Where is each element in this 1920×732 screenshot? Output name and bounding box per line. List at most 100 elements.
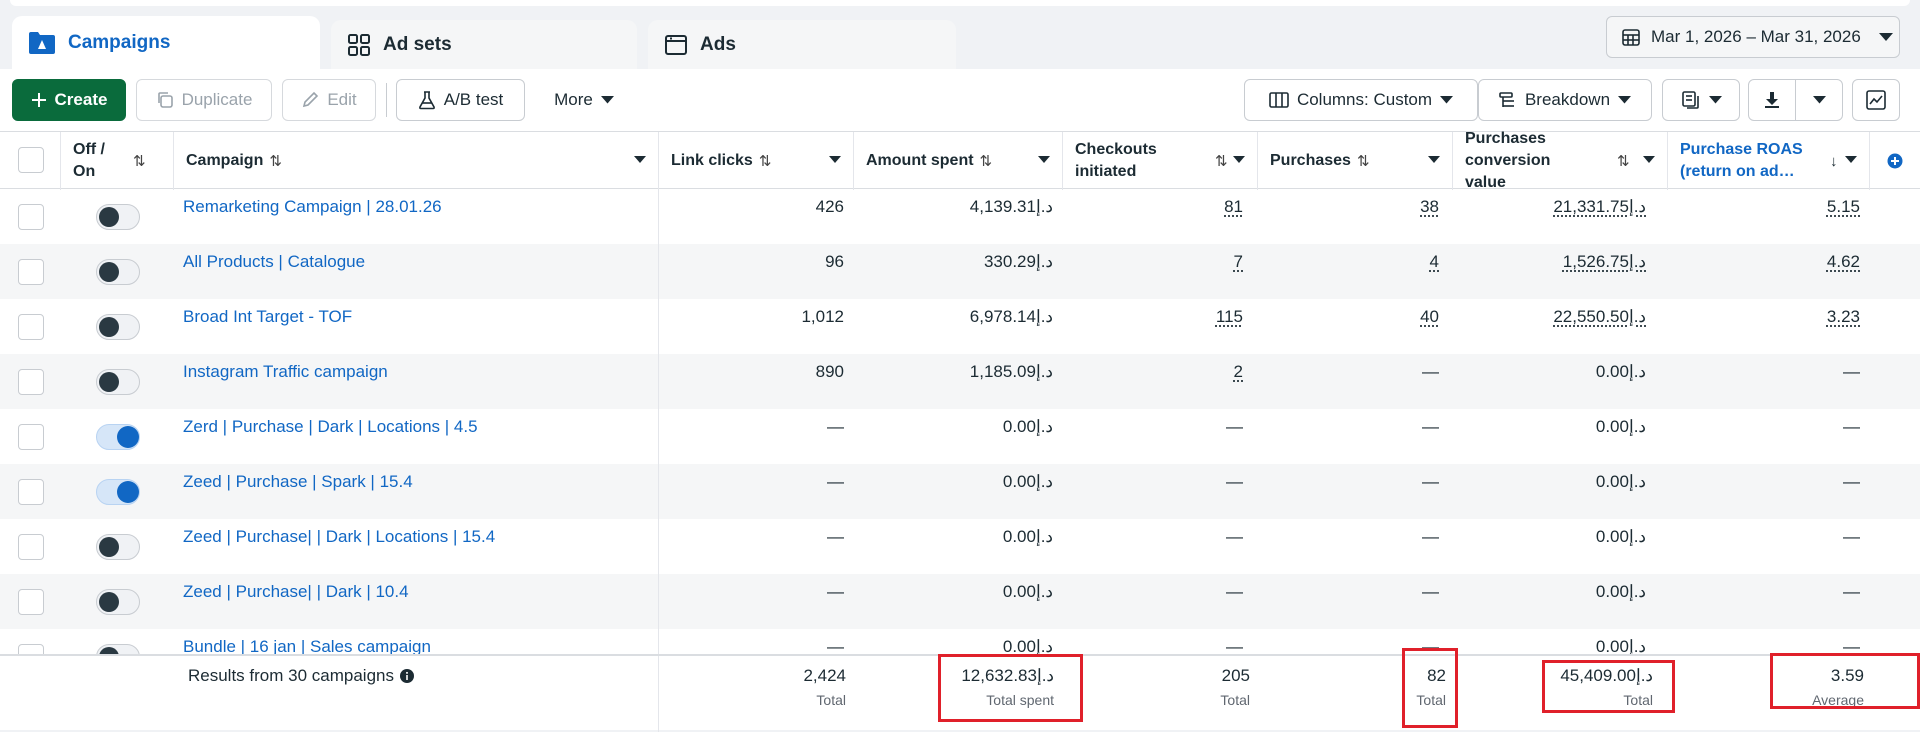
row-checkbox[interactable]: [18, 314, 44, 340]
header-purchases-conversion-value[interactable]: Purchases conversion value ⇅: [1453, 132, 1668, 190]
chevron-down-icon[interactable]: [1643, 156, 1655, 163]
campaign-toggle[interactable]: [96, 259, 140, 285]
table-row[interactable]: Zerd | Purchase | Dark | Locations | 4.5…: [0, 409, 1920, 464]
campaign-toggle[interactable]: [96, 204, 140, 230]
campaign-name-link[interactable]: Zeed | Purchase| | Dark | Locations | 15…: [183, 527, 495, 547]
chevron-down-icon[interactable]: [634, 156, 646, 163]
header-checkouts-initiated[interactable]: Checkouts initiated ⇅: [1063, 132, 1258, 190]
sort-descending-icon: ↓: [1830, 153, 1838, 170]
conversion-value-cell[interactable]: د.إ22,550.50: [1553, 307, 1646, 327]
checkouts-cell[interactable]: 115: [1216, 307, 1243, 327]
total-checkouts-label: Total: [1100, 692, 1250, 708]
chevron-down-icon[interactable]: [1233, 156, 1245, 163]
row-checkbox[interactable]: [18, 479, 44, 505]
edit-button[interactable]: Edit: [282, 79, 376, 121]
row-checkbox[interactable]: [18, 204, 44, 230]
breakdown-button[interactable]: Breakdown: [1478, 79, 1652, 121]
purchases-cell[interactable]: 4: [1430, 252, 1439, 272]
header-amount-spent[interactable]: Amount spent ⇅: [854, 132, 1063, 190]
purchases-cell: —: [1422, 527, 1439, 547]
header-campaign[interactable]: Campaign ⇅: [174, 132, 659, 190]
tab-ad-sets[interactable]: Ad sets: [331, 20, 637, 70]
row-checkbox[interactable]: [18, 369, 44, 395]
checkouts-cell[interactable]: 81: [1224, 197, 1243, 217]
export-menu-button[interactable]: [1795, 79, 1843, 121]
table-row[interactable]: Broad Int Target - TOF 1,012 د.إ6,978.14 11…: [0, 299, 1920, 354]
row-checkbox[interactable]: [18, 589, 44, 615]
table-row[interactable]: All Products | Catalogue 96 د.إ330.29 7 4 د.إ…: [0, 244, 1920, 299]
ab-test-button[interactable]: A/B test: [396, 79, 525, 121]
grid-icon: [347, 33, 371, 57]
amount-spent-cell: د.إ0.00: [1003, 582, 1053, 602]
more-button[interactable]: More: [537, 79, 631, 121]
row-checkbox[interactable]: [18, 259, 44, 285]
campaign-toggle[interactable]: [96, 479, 140, 505]
campaign-toggle[interactable]: [96, 369, 140, 395]
campaign-toggle[interactable]: [96, 589, 140, 615]
row-checkbox[interactable]: [18, 424, 44, 450]
campaign-name-link[interactable]: Zerd | Purchase | Dark | Locations | 4.5: [183, 417, 478, 437]
columns-button[interactable]: Columns: Custom: [1244, 79, 1478, 121]
toggle-knob: [99, 207, 119, 227]
duplicate-button[interactable]: Duplicate: [136, 79, 272, 121]
purchases-cell[interactable]: 38: [1420, 197, 1439, 217]
chevron-down-icon[interactable]: [1428, 156, 1440, 163]
pencil-icon: [301, 91, 319, 109]
report-icon: [1681, 90, 1701, 110]
purchases-cell[interactable]: 40: [1420, 307, 1439, 327]
reports-button[interactable]: [1662, 79, 1740, 121]
conversion-value-cell[interactable]: د.إ1,526.75: [1563, 252, 1646, 272]
table-row[interactable]: Zeed | Purchase| | Dark | Locations | 15…: [0, 519, 1920, 574]
chevron-down-icon: [1618, 96, 1631, 104]
table-row[interactable]: Remarketing Campaign | 28.01.26 426 د.إ4,1…: [0, 189, 1920, 244]
add-column-icon[interactable]: [1887, 153, 1903, 169]
checkouts-cell[interactable]: 7: [1234, 252, 1243, 272]
divider: [658, 656, 659, 732]
table-row[interactable]: Zeed | Purchase| | Dark | 10.4 — د.إ0.00 — —…: [0, 574, 1920, 629]
plus-icon: [31, 92, 47, 108]
export-button[interactable]: [1748, 79, 1796, 121]
campaign-toggle[interactable]: [96, 534, 140, 560]
campaign-toggle[interactable]: [96, 314, 140, 340]
checkouts-cell[interactable]: 2: [1234, 362, 1243, 382]
header-purchase-roas[interactable]: Purchase ROAS (return on ad… ↓: [1668, 132, 1870, 190]
roas-cell[interactable]: 3.23: [1827, 307, 1860, 327]
header-link-clicks[interactable]: Link clicks ⇅: [659, 132, 854, 190]
chevron-down-icon: [1440, 96, 1453, 104]
campaign-toggle[interactable]: [96, 424, 140, 450]
tab-label: Campaigns: [68, 32, 170, 54]
columns-label: Columns: Custom: [1297, 90, 1432, 110]
conversion-value-cell: د.إ0.00: [1596, 527, 1646, 547]
chevron-down-icon[interactable]: [1038, 156, 1050, 163]
chevron-down-icon[interactable]: [829, 156, 841, 163]
create-button[interactable]: Create: [12, 79, 126, 121]
info-icon[interactable]: [400, 669, 414, 683]
amount-spent-cell: د.إ0.00: [1003, 417, 1053, 437]
roas-cell[interactable]: 5.15: [1827, 197, 1860, 217]
chevron-down-icon[interactable]: [1845, 156, 1857, 163]
campaign-name-link[interactable]: Zeed | Purchase| | Dark | 10.4: [183, 582, 409, 602]
campaign-name-link[interactable]: Remarketing Campaign | 28.01.26: [183, 197, 442, 217]
campaign-name-link[interactable]: Zeed | Purchase | Spark | 15.4: [183, 472, 413, 492]
campaign-name-link[interactable]: Broad Int Target - TOF: [183, 307, 352, 327]
header-label: Off / On: [73, 139, 127, 183]
roas-cell[interactable]: 4.62: [1827, 252, 1860, 272]
select-all-checkbox[interactable]: [18, 147, 44, 173]
table-row[interactable]: Zeed | Purchase | Spark | 15.4 — د.إ0.00 — —…: [0, 464, 1920, 519]
row-checkbox[interactable]: [18, 534, 44, 560]
header-label: Purchase ROAS (return on ad…: [1680, 139, 1810, 183]
date-range-picker[interactable]: Mar 1, 2026 – Mar 31, 2026: [1606, 16, 1900, 58]
charts-button[interactable]: [1852, 79, 1900, 121]
tab-campaigns[interactable]: Campaigns: [12, 16, 320, 69]
roas-cell: —: [1843, 472, 1860, 492]
campaign-name-link[interactable]: Instagram Traffic campaign: [183, 362, 388, 382]
campaign-name-link[interactable]: All Products | Catalogue: [183, 252, 365, 272]
highlight-box-amount-spent: [938, 654, 1083, 722]
tab-ads[interactable]: Ads: [648, 20, 956, 70]
chevron-down-icon: [601, 96, 614, 104]
header-off-on[interactable]: Off / On ⇅: [61, 132, 174, 190]
conversion-value-cell[interactable]: د.إ21,331.75: [1553, 197, 1646, 217]
header-purchases[interactable]: Purchases ⇅: [1258, 132, 1453, 190]
total-link-clicks-label: Total: [700, 692, 846, 708]
table-row[interactable]: Instagram Traffic campaign 890 د.إ1,185.09…: [0, 354, 1920, 409]
